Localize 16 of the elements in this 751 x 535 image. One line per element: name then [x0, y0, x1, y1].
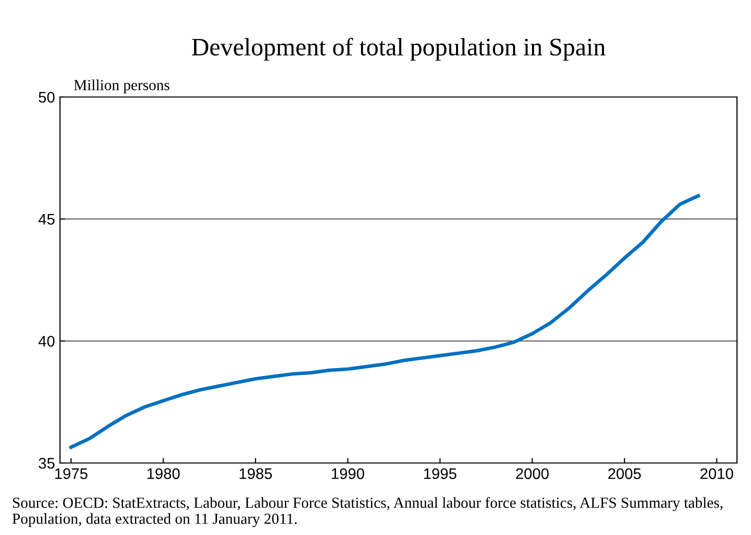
y-tick-label: 40: [38, 336, 55, 347]
y-tick-label: 45: [38, 214, 54, 225]
x-tick-label: 2005: [608, 468, 641, 480]
x-tick-label: 1980: [147, 468, 180, 480]
x-tick-label: 1990: [332, 468, 364, 480]
x-tick-label: 1985: [240, 468, 272, 480]
x-tick-label: 2010: [700, 468, 734, 480]
x-tick-label: 1995: [424, 468, 456, 480]
y-tick-label: 50: [38, 92, 55, 103]
y-tick-label: 35: [38, 458, 54, 469]
x-tick-label: 2000: [516, 468, 549, 480]
y-axis-title: Million persons: [74, 79, 170, 94]
source-note: Source: OECD: StatExtracts, Labour, Labour Force Statistics, Annual labour force statistics, ALFS Summary tables, Population, data extracted on 11 January 2011.: [12, 497, 722, 528]
chart-title: Development of total population in Spain: [192, 38, 606, 61]
line-series: [69, 194, 700, 449]
x-tick-label: 1975: [55, 468, 88, 480]
